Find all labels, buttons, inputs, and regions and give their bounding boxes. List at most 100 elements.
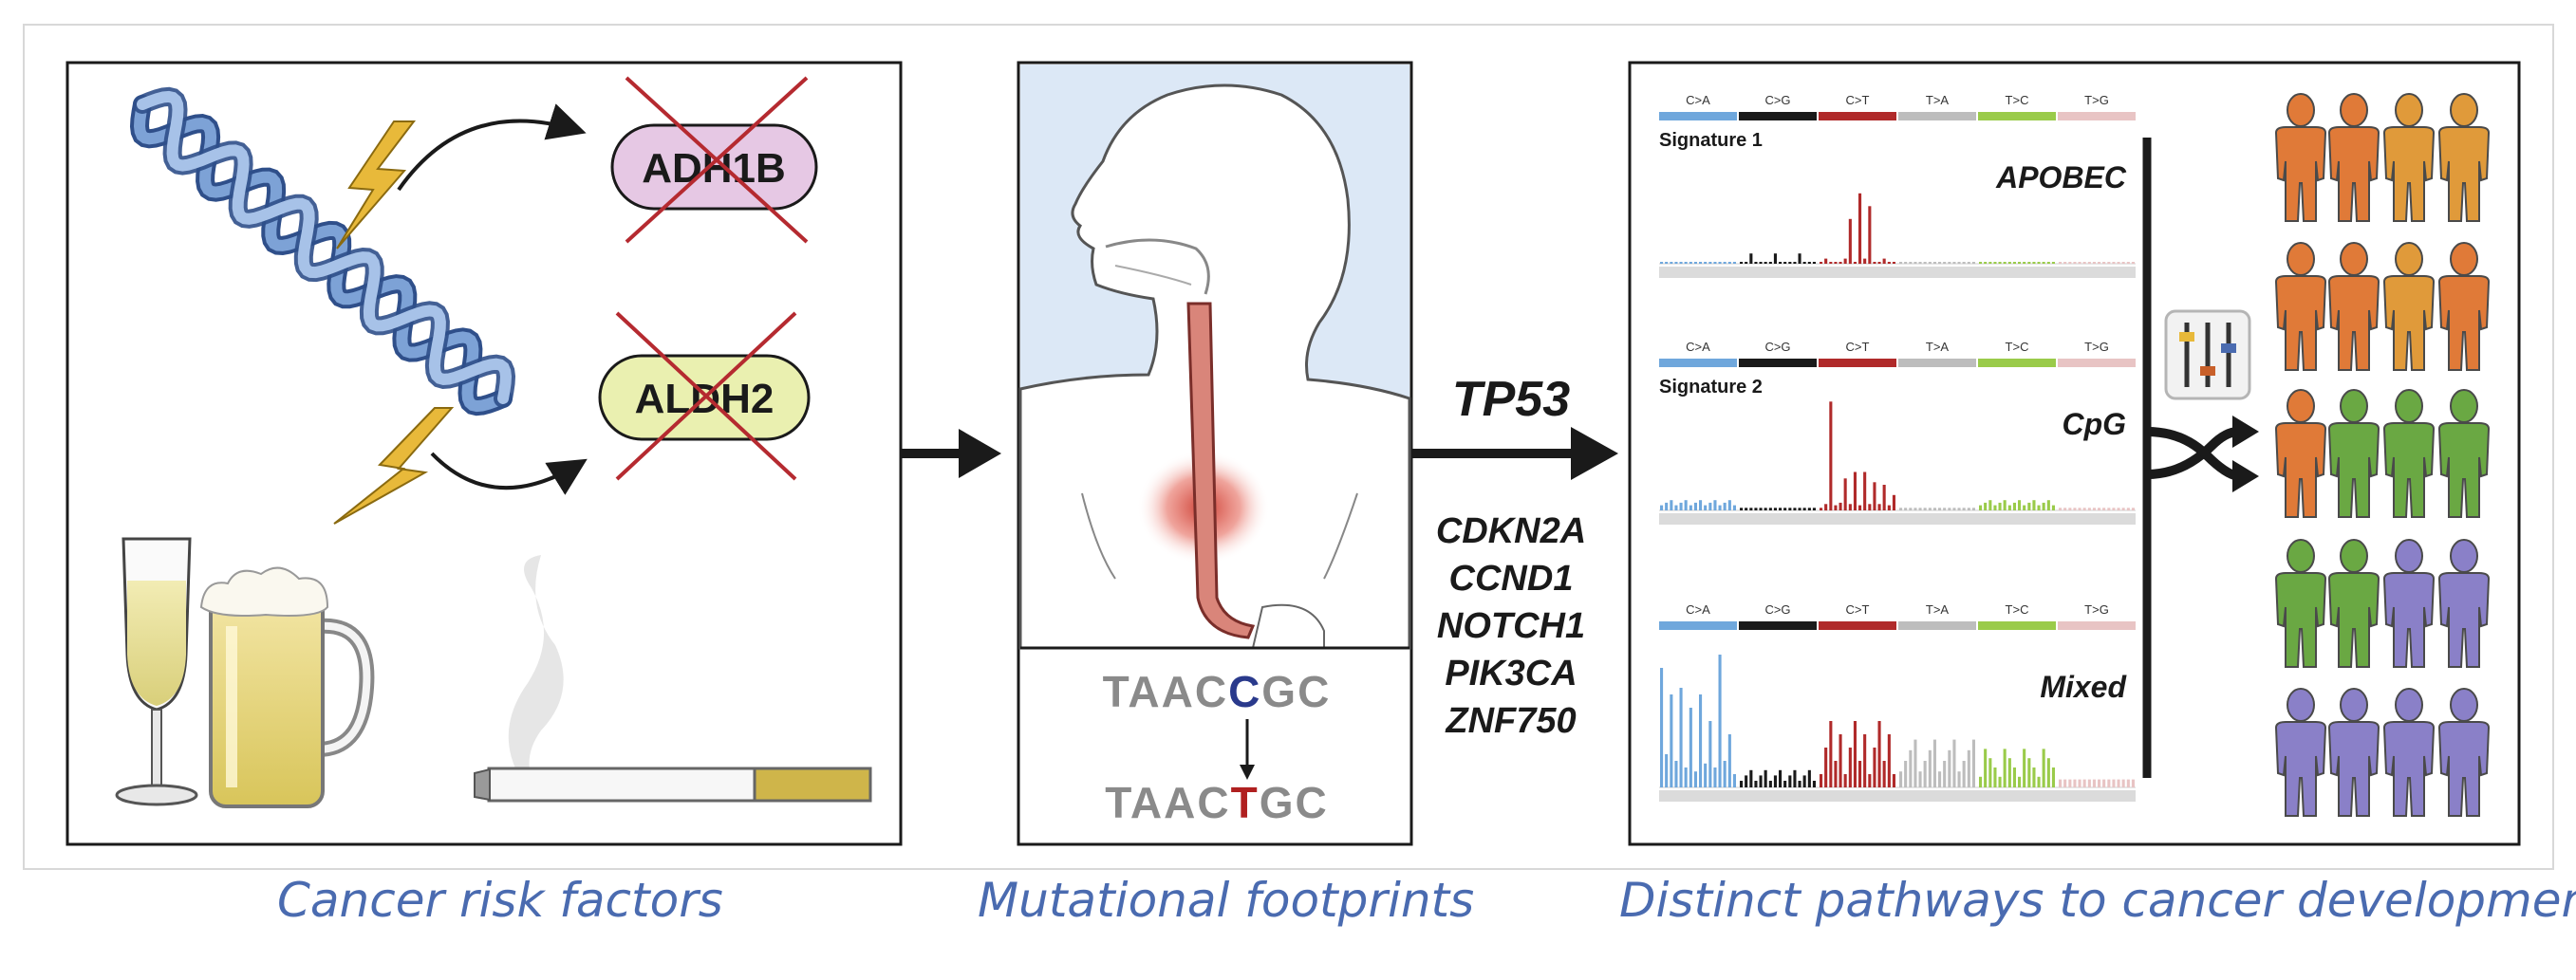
person-icon [2327,389,2380,518]
signature-bar [2037,262,2041,264]
arrow-down-icon [1240,719,1255,780]
signature-bar [2037,505,2041,510]
sequence-base: C [1195,667,1228,716]
signature-bar [1689,708,1692,787]
sequence-base: C [1228,667,1261,716]
signature-bar [2117,779,2120,787]
signature-bar [2121,508,2125,510]
signature-bar [1839,502,1842,510]
arrow-to-aldh2 [430,452,588,495]
signature-bar [1928,749,1932,787]
signature-bar [2102,779,2106,787]
signature-bar [1670,500,1673,510]
signature-bar [2027,262,2031,264]
signature-bar [1943,508,1947,510]
gene-name: ZNF750 [1445,701,1576,741]
signature-bar [1984,262,1988,264]
signature-bar [1798,781,1801,787]
enzyme-adh1b: ADH1B [610,76,818,244]
signature-bar [2007,505,2011,510]
signature-bar [1779,262,1783,264]
mutation-category-bar [1898,621,1976,630]
signature-bar [1979,505,1983,510]
signature-bar [1749,253,1753,264]
signature-bar [1732,774,1736,787]
person-icon [2274,688,2327,817]
signature-bar [1745,775,1748,787]
signature-bar [1699,500,1703,510]
signature-bar [1887,505,1891,510]
signature-bar [1674,761,1678,787]
signature-bar [1802,775,1806,787]
signature-bar [1723,262,1727,264]
mutation-category-bar [1659,359,1737,367]
signature-bar [1679,688,1683,787]
signature-bar [1708,721,1712,787]
person-icon [2382,389,2436,518]
signature-bar [1843,774,1847,787]
signature-bar [1952,508,1956,510]
signature-bar [1798,253,1801,264]
signature-bar [2027,758,2031,787]
signature-bar [1745,262,1748,264]
signature-bar [1727,734,1731,787]
context-tick-strip [1659,790,2136,802]
person-icon [2274,93,2327,222]
mutation-category-bar [1978,621,2056,630]
gene-name: CDKN2A [1436,511,1586,551]
signature-panel: C>A C>G C>T T>A T>C T>G Mixed [1659,602,2136,802]
signature-bar [1820,262,1823,264]
sequence-base: A [1128,667,1161,716]
signature-bar [1732,505,1736,510]
signature-bar [1807,262,1811,264]
lightning-bolt-icon [336,120,417,250]
signature-bar [1807,769,1811,787]
mutation-category-label: C>G [1764,340,1790,354]
signature-bar [1932,508,1936,510]
signature-bar [1877,262,1881,264]
signature-panel: C>A C>G C>T T>A T>C T>G Signature 2 CpG [1659,340,2136,525]
sequence-bottom: TAACTGC [1105,778,1329,827]
signature-bar [2098,779,2101,787]
mixer-sliders-icon [2164,309,2251,400]
signature-bar [1998,262,2002,264]
signature-bar [2092,508,2096,510]
signature-bar [1952,739,1956,787]
signature-bar [1665,502,1669,510]
signature-bar [1713,767,1717,787]
signature-bar [2051,505,2055,510]
signature-bar [1788,775,1792,787]
caption-mutational-footprints: Mutational footprints [978,873,1475,928]
cross-icon [615,311,797,481]
mutation-category-label: T>C [2006,602,2029,617]
signature-bar [1932,262,1936,264]
person-icon [2327,539,2380,668]
signature-bar [1812,781,1816,787]
signature-bar [2131,262,2135,264]
mutation-category-label: C>A [1686,340,1710,354]
signature-bar [2068,779,2072,787]
signature-bar [1727,500,1731,510]
signature-bar [1802,262,1806,264]
signature-bar [2078,779,2081,787]
signature-bar [2046,262,2050,264]
signature-bar [2046,758,2050,787]
signature-panel: C>A C>G C>T T>A T>C T>G Signature 1 APOBEC [1659,93,2136,278]
signature-bar [1820,774,1823,787]
signature-bar [2082,508,2086,510]
signature-bar [2131,779,2135,787]
signature-bar [1843,478,1847,511]
signature-bar [1754,262,1758,264]
signature-bar [2078,508,2081,510]
signature-bar [2078,262,2081,264]
dna-helix-icon [129,86,516,416]
signature-bar [2032,767,2036,787]
signature-bar [1693,262,1697,264]
signature-bar [2107,779,2111,787]
signature-bar [1913,262,1917,264]
signature-bar [1967,749,1970,787]
shuffle-icon [2146,416,2259,492]
dna-strand [133,99,509,413]
lightning-bolt-icon [333,407,455,525]
signature-bar [1764,769,1767,787]
